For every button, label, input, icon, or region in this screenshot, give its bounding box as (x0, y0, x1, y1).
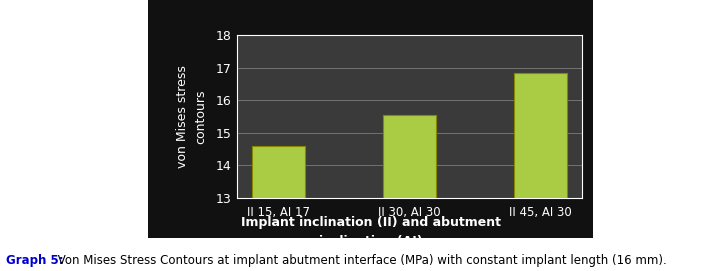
Text: Von Mises Stress Contours at implant abutment interface (MPa) with constant impl: Von Mises Stress Contours at implant abu… (54, 254, 666, 267)
Bar (514, 73, 567, 271)
Text: Implant inclination (II) and abutment
inclination (AI): Implant inclination (II) and abutment in… (241, 216, 501, 248)
Bar (252, 146, 305, 271)
Bar (383, 115, 436, 271)
Y-axis label: von Mises stress
contours: von Mises stress contours (176, 65, 208, 168)
Text: Graph 5:: Graph 5: (6, 254, 64, 267)
